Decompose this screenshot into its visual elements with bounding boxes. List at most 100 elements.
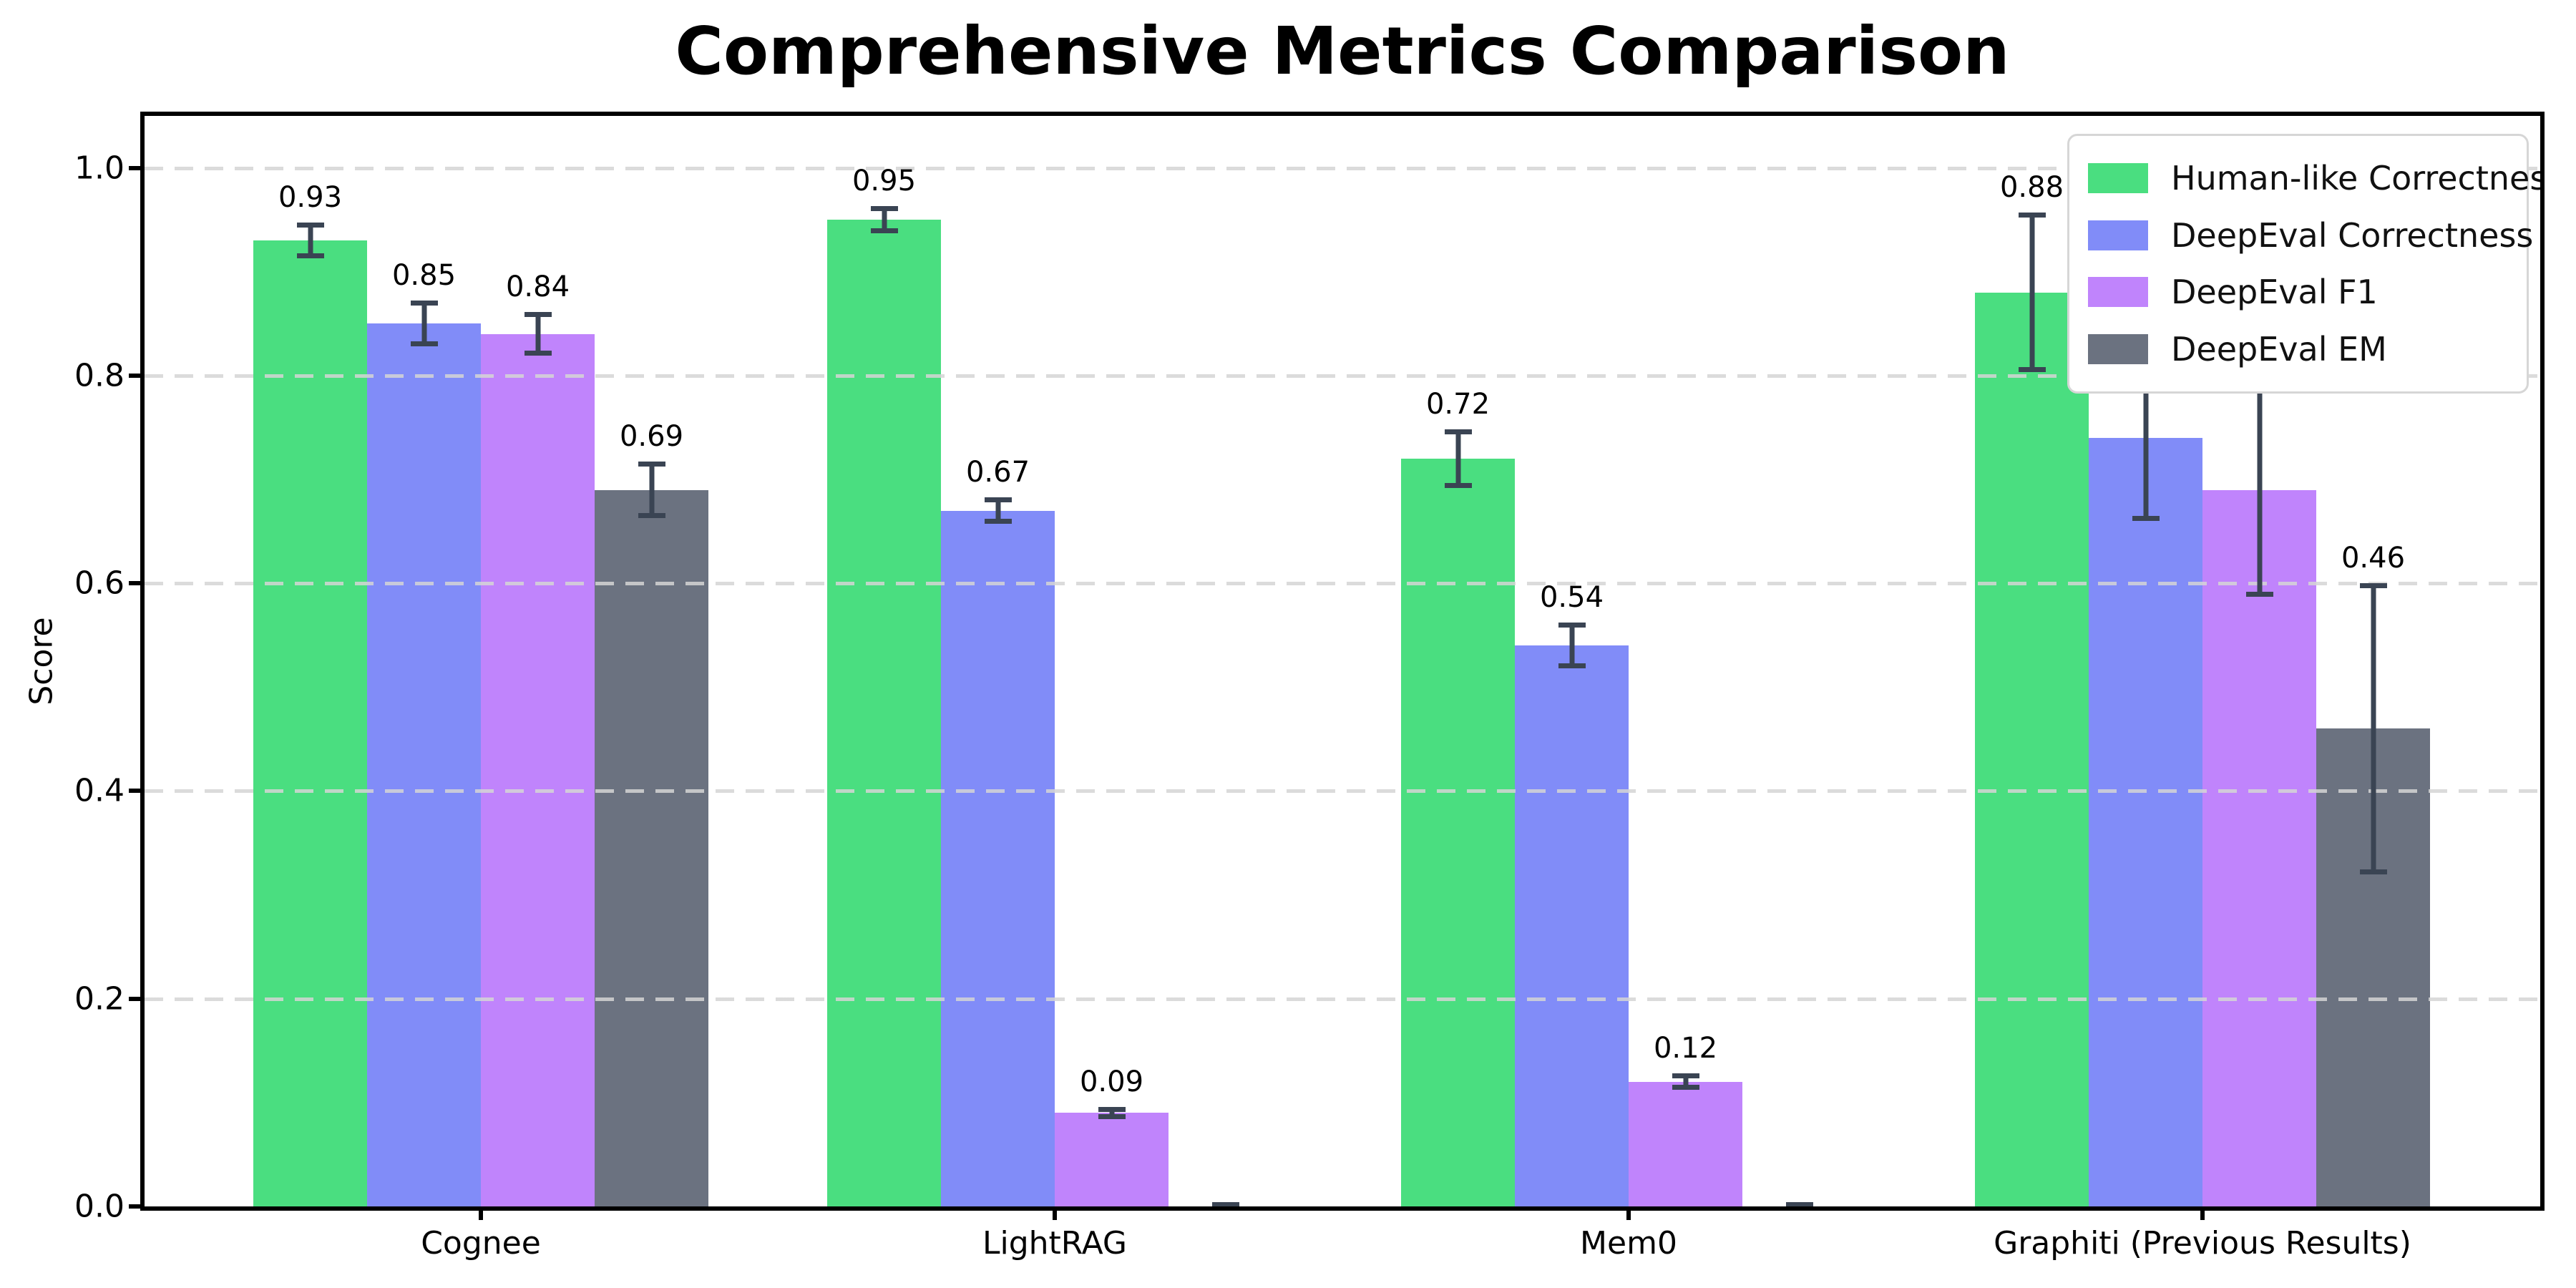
y-tick-label-1.0: 1.0 (74, 150, 125, 187)
y-tick-mark (129, 1204, 142, 1209)
error-bar-stem (2029, 212, 2034, 373)
error-bar (1672, 1073, 1699, 1091)
gridline-y-0.4 (145, 789, 2540, 794)
error-bar-cap-bottom (1672, 1085, 1699, 1091)
bar-deepeval-em-0 (595, 489, 708, 1206)
legend-swatch-icon (2088, 277, 2148, 308)
bar-value-label: 0.54 (1539, 581, 1604, 615)
chart-title: Comprehensive Metrics Comparison (675, 13, 2010, 89)
error-bar-cap-top (1672, 1073, 1699, 1079)
legend: Human-like Correctness DeepEval Correctne… (2067, 134, 2540, 394)
error-bar (1211, 1202, 1239, 1206)
error-bar-stem (1109, 1106, 1114, 1120)
bar-value-label: 0.67 (965, 455, 1030, 489)
bar-value-label: 0.84 (505, 270, 570, 304)
bar-deepeval-f1-3 (2202, 489, 2316, 1206)
bar-value-label: 0.72 (1425, 388, 1491, 421)
bar-value-label: 0.46 (2341, 542, 2406, 575)
x-tick-mark (1053, 1206, 1057, 1220)
bar-value-label: 0.95 (852, 165, 917, 198)
bar-value-label: 0.12 (1653, 1032, 1718, 1065)
bar-value-label: 0.69 (619, 420, 684, 454)
error-bar (2359, 583, 2387, 874)
error-bar-stem (421, 301, 426, 347)
bar-deepeval-correctness-3 (2089, 437, 2202, 1206)
error-bar (2018, 212, 2046, 373)
x-tick-label-2: Mem0 (1580, 1225, 1677, 1262)
error-bar (410, 301, 438, 347)
bar-deepeval-correctness-2 (1515, 645, 1629, 1206)
legend-label: DeepEval Correctness (2171, 215, 2534, 255)
error-bar-stem (882, 206, 887, 233)
legend-item: DeepEval F1 (2069, 273, 2527, 311)
error-bar-cap-bottom (524, 351, 552, 356)
legend-item: Human-like Correctness (2069, 159, 2540, 197)
x-tick-label-3: Graphiti (Previous Results) (1994, 1225, 2411, 1262)
error-bar-cap-top (296, 223, 324, 228)
error-bar-stem (1683, 1073, 1688, 1091)
gridline-y-0.6 (145, 582, 2540, 586)
legend-item: DeepEval EM (2069, 330, 2527, 369)
legend-swatch-icon (2088, 220, 2148, 250)
error-bar-cap-top (1558, 623, 1586, 628)
legend-item: DeepEval Correctness (2069, 216, 2533, 255)
bar-value-label: 0.85 (391, 259, 457, 293)
y-tick-label-0.2: 0.2 (74, 980, 125, 1018)
y-tick-mark (129, 789, 142, 794)
bar-value-label: 0.93 (278, 181, 343, 215)
error-bar-cap-top (524, 312, 552, 318)
error-bar-cap-bottom (2245, 592, 2273, 597)
error-bar-cap-bottom (638, 512, 665, 518)
gridline-y-0.8 (145, 374, 2540, 378)
bar-deepeval-correctness-1 (941, 510, 1055, 1206)
legend-swatch-icon (2088, 162, 2148, 193)
x-tick-label-1: LightRAG (982, 1225, 1128, 1262)
legend-label: Human-like Correctness (2171, 158, 2540, 197)
bar-deepeval-f1-1 (1055, 1113, 1169, 1206)
error-bar (984, 497, 1012, 525)
error-bar-cap-top (1098, 1106, 1126, 1112)
y-tick-label-0.6: 0.6 (74, 565, 125, 602)
y-tick-mark (129, 373, 142, 378)
legend-label: DeepEval F1 (2171, 273, 2378, 312)
error-bar-stem (1569, 623, 1574, 669)
error-bar-cap-bottom (2018, 367, 2046, 373)
error-bar (296, 223, 324, 258)
y-axis-label: Score (23, 617, 60, 706)
error-bar-cap-bottom (2359, 869, 2387, 874)
gridline-y-1.0 (145, 166, 2540, 170)
y-tick-mark (129, 165, 142, 170)
y-tick-label-0.0: 0.0 (74, 1188, 125, 1225)
y-tick-mark (129, 996, 142, 1001)
y-tick-label-0.8: 0.8 (74, 357, 125, 394)
error-bar (1558, 623, 1586, 669)
error-bar-stem (995, 497, 1000, 525)
error-bar-stem (1455, 429, 1460, 488)
error-bar-cap-top (1444, 429, 1472, 435)
bar-value-label: 0.88 (1999, 170, 2064, 204)
error-bar-cap-top (1785, 1202, 1813, 1206)
bar-human-like-correctness-3 (1975, 292, 2089, 1206)
error-bar-cap-bottom (410, 341, 438, 347)
error-bar-cap-top (870, 206, 898, 212)
error-bar-cap-bottom (1444, 482, 1472, 488)
legend-label: DeepEval EM (2171, 330, 2387, 369)
error-bar (1785, 1202, 1813, 1206)
bar-human-like-correctness-0 (253, 240, 367, 1206)
error-bar (1098, 1106, 1126, 1120)
error-bar (2245, 383, 2273, 597)
error-bar-cap-bottom (296, 253, 324, 258)
error-bar-cap-bottom (984, 519, 1012, 525)
bar-value-label: 0.09 (1079, 1065, 1144, 1098)
legend-swatch-icon (2088, 334, 2148, 365)
x-tick-mark (2200, 1206, 2205, 1220)
plot-area: 0.930.950.720.880.850.670.540.740.840.09… (145, 116, 2540, 1206)
bar-human-like-correctness-1 (827, 220, 941, 1206)
x-tick-label-0: Cognee (421, 1225, 541, 1262)
error-bar-stem (2143, 354, 2148, 522)
error-bar-cap-bottom (870, 228, 898, 233)
error-bar-stem (649, 462, 654, 518)
error-bar-cap-top (638, 462, 665, 467)
error-bar-stem (2371, 583, 2376, 874)
x-tick-mark (1626, 1206, 1631, 1220)
